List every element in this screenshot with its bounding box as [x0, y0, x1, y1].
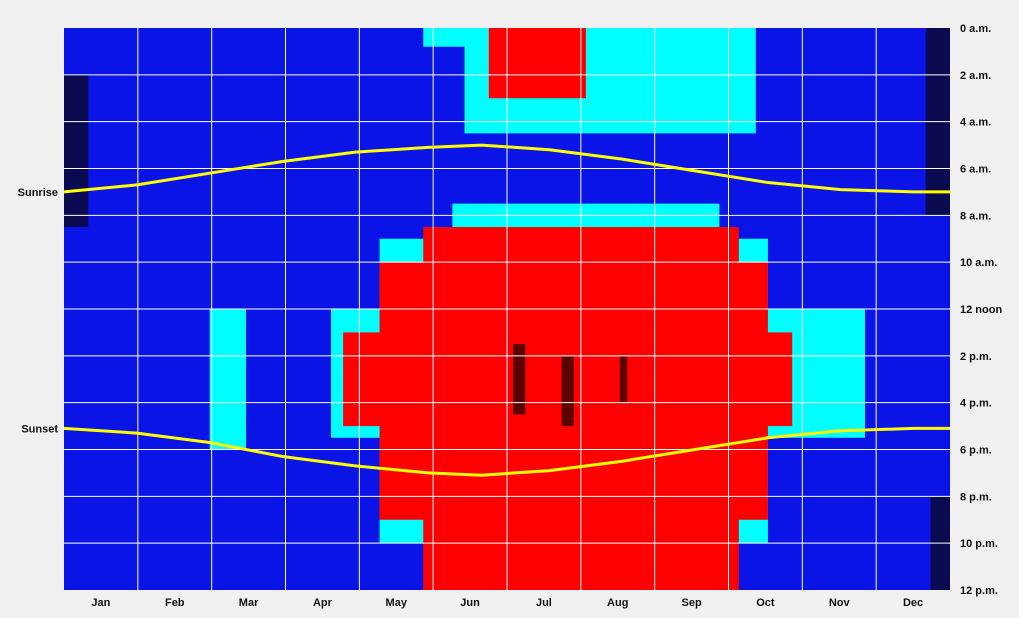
y-tick-label: 10 p.m. [960, 538, 998, 550]
y-tick-label: 6 a.m. [960, 164, 991, 176]
x-tick-label: Jun [460, 597, 480, 609]
y-tick-label: 4 p.m. [960, 398, 992, 410]
x-tick-label: Aug [607, 597, 628, 609]
x-tick-label: Feb [165, 597, 185, 609]
y-tick-label: 12 p.m. [960, 585, 998, 597]
heat-region [209, 309, 247, 450]
y-tick-label: 10 a.m. [960, 257, 997, 269]
y-tick-label: 2 p.m. [960, 351, 992, 363]
series-sunrise-line [63, 143, 950, 194]
heat-region [64, 74, 89, 228]
heat-region [561, 355, 574, 427]
series-sunset-line [63, 426, 950, 477]
x-tick-label: Nov [829, 597, 851, 609]
series-sunrise-label: Sunrise [18, 187, 58, 199]
y-tick-label: 4 a.m. [960, 117, 991, 129]
y-tick-label: 8 p.m. [960, 491, 992, 503]
y-tick-label: 0 a.m. [960, 23, 991, 35]
x-tick-label: Jan [91, 597, 110, 609]
heat-region [619, 355, 628, 403]
y-tick-label: 12 noon [960, 304, 1002, 316]
x-tick-label: May [386, 597, 408, 609]
heat-region [513, 344, 526, 415]
x-tick-label: Sep [681, 597, 701, 609]
x-tick-label: Jul [536, 597, 552, 609]
x-tick-label: Apr [313, 597, 333, 609]
y-tick-label: 2 a.m. [960, 70, 991, 82]
series-sunset-label: Sunset [21, 423, 58, 435]
x-tick-label: Mar [239, 597, 259, 609]
y-tick-label: 8 a.m. [960, 210, 991, 222]
x-tick-label: Oct [756, 597, 775, 609]
heat-region [488, 28, 586, 99]
x-tick-label: Dec [903, 597, 923, 609]
y-tick-label: 6 p.m. [960, 445, 992, 457]
